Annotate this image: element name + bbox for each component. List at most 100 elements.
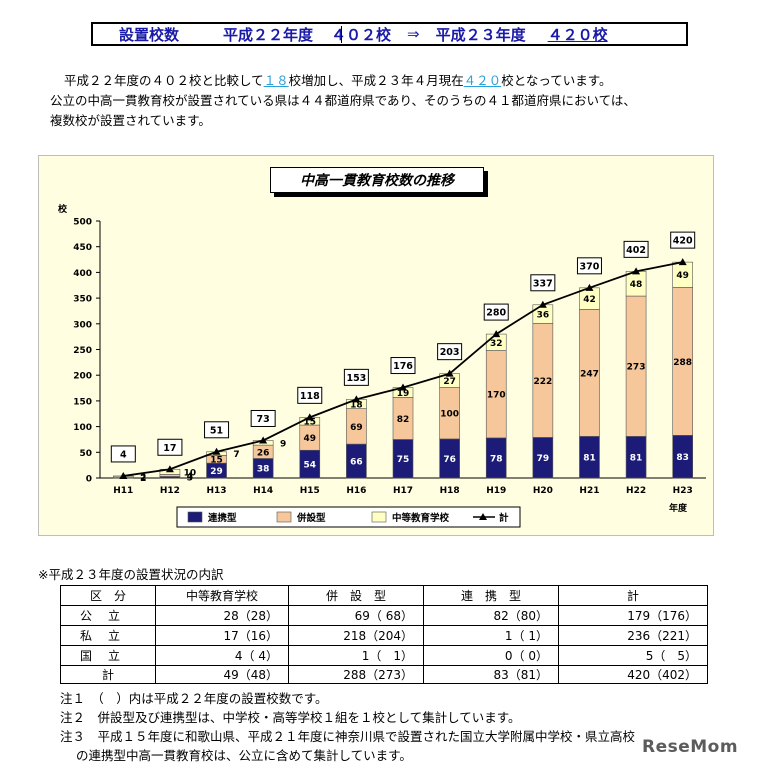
total-label: 176	[393, 361, 413, 372]
segment-label: 66	[350, 458, 363, 468]
x-tick-label: H14	[253, 486, 273, 496]
summary-header-box: 設置校数 平成２２年度 ４０２校 ⇒ 平成２３年度 ４２０校	[91, 22, 688, 46]
x-tick-label: H21	[579, 486, 599, 496]
y-tick-label: 400	[73, 269, 92, 279]
total-label-box	[483, 303, 509, 321]
y-tick-label: 450	[73, 243, 92, 253]
segment-label: 69	[350, 423, 363, 433]
segment-label: 36	[537, 311, 550, 321]
intro-text: 校となっています。	[501, 73, 612, 88]
table-cell: 420（402）	[558, 665, 708, 684]
total-label: 153	[346, 373, 366, 384]
x-tick-label: H23	[673, 486, 693, 496]
total-point	[352, 395, 361, 403]
total-point	[212, 447, 221, 455]
table-cell: 1（ 1）	[423, 625, 559, 646]
breakdown-table: 区 分 中等教育学校 併 設 型 連 携 型 計 公立 28（28） 69（ 6…	[60, 585, 708, 684]
segment-label: 32	[490, 339, 503, 349]
y-tick-label: 350	[73, 295, 92, 305]
total-label: 4	[120, 449, 127, 460]
total-label: 280	[486, 308, 506, 319]
table-cell: 17（16）	[155, 625, 289, 646]
segment-label: 54	[304, 461, 317, 471]
table-cell: 236（221）	[558, 625, 708, 646]
total-label-box	[670, 231, 696, 249]
x-tick-label: H15	[300, 486, 320, 496]
segment-label: 2	[140, 474, 146, 484]
total-label-box	[530, 274, 556, 292]
segment-label: 75	[397, 455, 410, 465]
segment-label: 81	[583, 454, 596, 464]
x-tick-label: H13	[207, 486, 227, 496]
total-label-box	[250, 409, 276, 427]
header-arrow: ⇒	[407, 25, 420, 43]
total-label: 118	[300, 391, 320, 402]
header-title: 設置校数	[119, 25, 180, 44]
legend-label: 計	[499, 512, 509, 524]
segment-label: 15	[210, 456, 223, 466]
total-label: 203	[440, 347, 460, 358]
total-point	[678, 258, 687, 266]
y-tick-label: 0	[86, 475, 92, 485]
segment-label: 9	[280, 439, 286, 449]
table-row: 私立 17（16） 218（204） 1（ 1） 236（221）	[60, 625, 708, 646]
total-label-box	[623, 240, 649, 258]
intro-highlight-total: ４２０	[463, 73, 502, 88]
legend-label: 中等教育学校	[392, 512, 450, 524]
total-label-box	[110, 445, 136, 463]
total-label: 402	[626, 245, 646, 256]
chart-svg: 050100150200250300350400450500校年度22H1134…	[58, 203, 706, 528]
total-label: 337	[533, 278, 553, 289]
y-tick-label: 150	[73, 397, 92, 407]
total-label-box	[343, 368, 369, 386]
table-header-cell: 中等教育学校	[155, 585, 289, 606]
x-axis-label: 年度	[669, 502, 688, 514]
segment-label: 18	[350, 400, 363, 410]
table-header-cell: 計	[558, 585, 708, 606]
segment-label: 15	[304, 418, 317, 428]
segment-label: 49	[676, 271, 689, 281]
y-tick-label: 500	[73, 218, 92, 228]
legend-label: 併設型	[296, 512, 326, 524]
x-tick-label: H16	[346, 486, 366, 496]
intro-line-1: 平成２２年度の４０２校と比較して１８校増加し、平成２３年４月現在４２０校となって…	[50, 71, 740, 91]
table-cell: 83（81）	[423, 665, 559, 684]
segment-label: 7	[233, 450, 239, 460]
table-cell: 49（48）	[155, 665, 289, 684]
legend-box	[176, 506, 521, 528]
table-cell: 82（80）	[423, 605, 559, 626]
segment-label: 83	[676, 453, 689, 463]
header-prev-count: ４０２校	[331, 25, 392, 44]
segment-label: 27	[443, 377, 456, 387]
total-point	[492, 330, 501, 338]
resemom-watermark: ReseMom	[642, 737, 739, 757]
y-tick-label: 50	[79, 449, 92, 459]
segment-label: 100	[440, 410, 459, 420]
segment-label: 222	[533, 377, 552, 387]
total-point	[538, 300, 547, 308]
table-cell: 4（ 4）	[155, 645, 289, 666]
x-tick-label: H11	[113, 486, 133, 496]
intro-text: 平成２２年度の４０２校と比較して	[64, 73, 264, 88]
segment-label: 273	[627, 363, 646, 373]
segment-label: 10	[184, 468, 197, 478]
table-header-row: 区 分 中等教育学校 併 設 型 連 携 型 計	[60, 585, 708, 606]
total-point	[259, 436, 268, 444]
chart-title: 中高一貫教育校数の推移	[270, 167, 484, 193]
total-label: 420	[673, 236, 693, 247]
row-category: 計	[60, 665, 156, 684]
segment-label: 79	[537, 454, 550, 464]
total-point	[585, 283, 594, 291]
legend-label: 連携型	[208, 512, 237, 524]
segment-label: 78	[490, 454, 503, 464]
segment-label: 26	[257, 448, 270, 458]
header-cur-year: 平成２３年度	[435, 25, 526, 44]
x-tick-label: H22	[626, 486, 646, 496]
segment-label: 247	[580, 369, 599, 379]
total-label-box	[390, 357, 416, 375]
intro-text: 校増加し、平成２３年４月現在	[288, 73, 464, 88]
note-3: 注３ 平成１５年度に和歌山県、平成２１年度に神奈川県で設置された国立大学附属中学…	[60, 729, 636, 744]
x-tick-label: H20	[533, 486, 553, 496]
table-header-cell: 併 設 型	[288, 585, 424, 606]
y-tick-label: 100	[73, 423, 92, 433]
